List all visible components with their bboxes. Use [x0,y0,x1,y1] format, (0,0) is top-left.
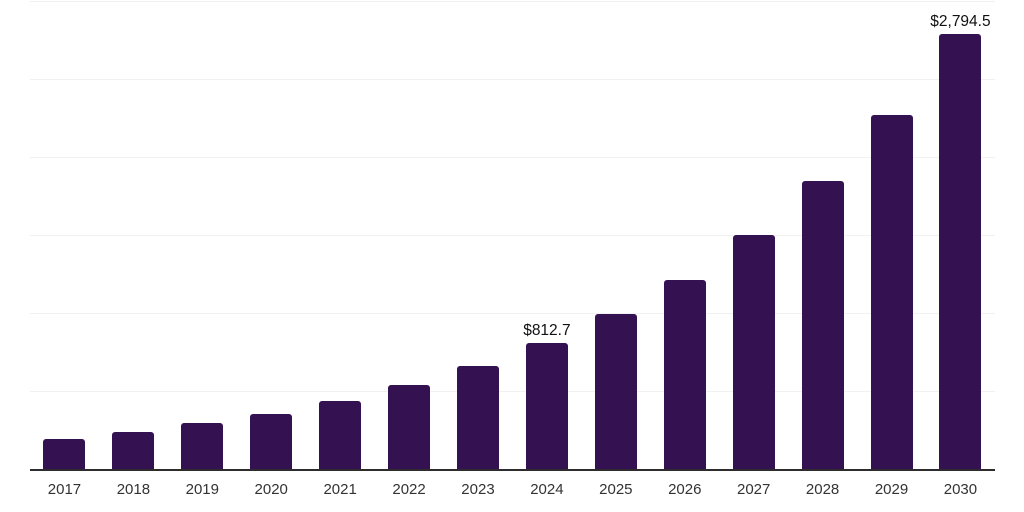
bar-2021 [319,400,362,470]
x-tick-label-2029: 2029 [874,481,909,498]
x-tick-label-2024: 2024 [530,481,564,498]
gridline-1000 [30,313,995,315]
bar-2024: $812.7 [523,323,571,470]
x-tick-label-2025: 2025 [599,481,633,498]
x-tick-label-2018: 2018 [116,481,151,498]
bar-2017 [43,438,86,470]
bar-2028 [801,181,844,470]
x-axis-labels: 2017 2018 2019 2020 2021 2022 2023 2024 2025 2026… [30,480,995,499]
bar-2029 [870,115,913,470]
x-tick-label-2028: 2028 [805,481,840,498]
bar-2018 [112,432,155,470]
plot-area: $812.7 $2,794.5 [30,2,995,470]
x-tick-label-2019: 2019 [185,481,219,498]
x-tick-label-2030: 2030 [943,481,978,498]
x-tick-label-2020: 2020 [254,481,288,498]
gridline-1500 [30,235,995,236]
x-tick-label-2021: 2021 [323,481,357,498]
x-axis-line [30,469,995,471]
gridline-3000 [30,1,995,2]
x-tick-label-2026: 2026 [668,481,702,498]
bar-2030: $2,794.5 [930,14,991,470]
bar-2022 [388,384,431,470]
bar-2020 [250,413,293,470]
bar-2019 [181,423,224,470]
x-tick-label-2017: 2017 [47,481,82,498]
gridline-500 [30,391,995,393]
x-tick-label-2023: 2023 [461,481,495,498]
bar-2025 [594,314,637,470]
gridlines [30,1,995,470]
bar-2026 [663,279,706,470]
x-tick-label-2027: 2027 [736,481,771,498]
value-label-2030: $2,794.5 [930,12,991,30]
bar-2027 [732,235,775,470]
x-tick-label-2022: 2022 [392,481,426,498]
gridline-2000 [30,157,995,159]
value-label-2024: $812.7 [523,321,571,339]
gridline-2500 [30,79,995,80]
bar-2023 [456,366,499,470]
